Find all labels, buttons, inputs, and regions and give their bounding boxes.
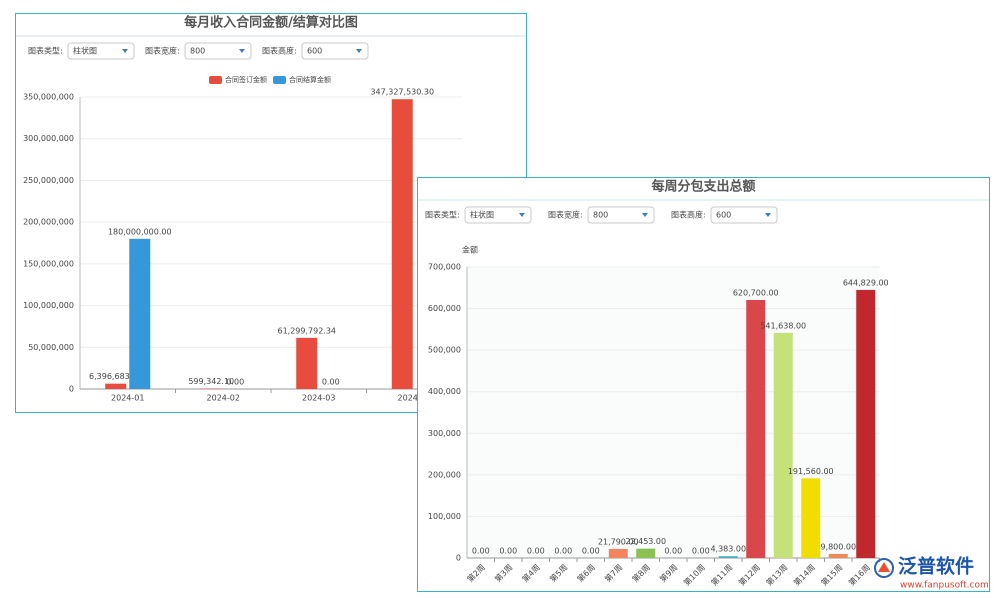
bar bbox=[391, 99, 413, 389]
watermark: 泛普软件 www.fanpusoft.com bbox=[874, 555, 989, 591]
watermark-brand: 泛普软件 bbox=[898, 555, 974, 578]
bar bbox=[773, 332, 793, 558]
select-arrow bbox=[122, 49, 128, 53]
x-tick-label: 2024-03 bbox=[302, 394, 335, 403]
control-label: 图表类型: bbox=[425, 210, 460, 220]
select-box[interactable] bbox=[710, 206, 778, 224]
data-label: 644,829.00 bbox=[843, 278, 889, 287]
data-label: 191,560.00 bbox=[788, 467, 834, 476]
bar bbox=[801, 478, 821, 558]
bar bbox=[746, 299, 766, 558]
bar bbox=[718, 556, 738, 558]
legend-swatch bbox=[273, 76, 286, 84]
watermark-logo bbox=[874, 558, 894, 578]
panel-border bbox=[417, 177, 990, 592]
select-value: 600 bbox=[307, 47, 322, 56]
select-box[interactable] bbox=[184, 42, 252, 60]
bar bbox=[608, 548, 628, 558]
control-label: 图表高度: bbox=[671, 210, 706, 220]
bar bbox=[129, 238, 151, 389]
control-label: 图表宽度: bbox=[548, 210, 583, 220]
y-tick-label: 400,000 bbox=[428, 387, 461, 396]
bar bbox=[828, 553, 848, 558]
bar bbox=[636, 548, 656, 558]
control-label: 图表高度: bbox=[262, 46, 297, 56]
select-arrow bbox=[239, 49, 245, 53]
select-box[interactable] bbox=[587, 206, 655, 224]
select-value: 柱状图 bbox=[470, 210, 494, 220]
data-label: 0.00 bbox=[322, 378, 340, 387]
data-label: 9,800.00 bbox=[820, 542, 856, 551]
select-arrow bbox=[519, 213, 525, 217]
data-label: 0.00 bbox=[664, 547, 682, 556]
watermark-logo-mark bbox=[878, 562, 890, 572]
y-tick-label: 600,000 bbox=[428, 304, 461, 313]
y-tick-label: 200,000,000 bbox=[23, 218, 74, 227]
select-box[interactable] bbox=[464, 206, 532, 224]
x-tick-label: 2024-04 bbox=[398, 394, 431, 403]
data-label: 0.00 bbox=[582, 547, 600, 556]
panel-title: 每周分包支出总额 bbox=[651, 179, 755, 195]
panel-title: 每月收入合同金额/结算对比图 bbox=[184, 15, 358, 31]
select-box[interactable] bbox=[67, 42, 135, 60]
watermark-url: www.fanpusoft.com bbox=[900, 581, 989, 591]
y-tick-label: 250,000,000 bbox=[23, 176, 74, 185]
select-arrow bbox=[765, 213, 771, 217]
data-label: 180,000,000.00 bbox=[108, 227, 172, 236]
data-label: 0.00 bbox=[527, 547, 545, 556]
x-tick-label: 2024-01 bbox=[111, 394, 144, 403]
data-label: 6,396,683.50 bbox=[89, 372, 142, 381]
y-tick-label: 200,000 bbox=[428, 470, 461, 479]
y-axis-title: 金额 bbox=[462, 245, 478, 255]
select-value: 800 bbox=[593, 211, 608, 220]
control-label: 图表宽度: bbox=[145, 46, 180, 56]
select-value: 柱状图 bbox=[73, 46, 97, 56]
data-label: 541,638.00 bbox=[760, 321, 806, 330]
y-tick-label: 500,000 bbox=[428, 346, 461, 355]
y-tick-label: 150,000,000 bbox=[23, 259, 74, 268]
data-label: 4,383.00 bbox=[710, 545, 746, 554]
data-label: 0.00 bbox=[499, 547, 517, 556]
bar bbox=[105, 383, 127, 389]
data-label: 620,700.00 bbox=[733, 288, 779, 297]
data-label: 22,453.00 bbox=[625, 537, 666, 546]
data-label: 0.00 bbox=[692, 547, 710, 556]
bar bbox=[856, 289, 876, 558]
data-label: 21,790.00 bbox=[598, 537, 639, 546]
y-tick-label: 100,000,000 bbox=[23, 301, 74, 310]
data-label: 599,342.10 bbox=[188, 377, 234, 386]
select-arrow bbox=[356, 49, 362, 53]
y-tick-label: 350,000,000 bbox=[23, 93, 74, 102]
legend-swatch bbox=[209, 76, 222, 84]
legend-label: 合同结算金额 bbox=[289, 75, 331, 84]
data-label: 0.00 bbox=[472, 547, 490, 556]
control-label: 图表类型: bbox=[28, 46, 63, 56]
data-label: 0.00 bbox=[554, 547, 572, 556]
y-tick-label: 700,000 bbox=[428, 263, 461, 272]
y-tick-label: 50,000,000 bbox=[28, 343, 74, 352]
y-tick-label: 0 bbox=[69, 385, 74, 394]
y-tick-label: 0 bbox=[456, 554, 461, 563]
x-tick-label: 2024-02 bbox=[207, 394, 240, 403]
y-tick-label: 300,000 bbox=[428, 429, 461, 438]
y-tick-label: 300,000,000 bbox=[23, 134, 74, 143]
bar bbox=[296, 337, 318, 389]
select-box[interactable] bbox=[301, 42, 369, 60]
select-value: 600 bbox=[716, 211, 731, 220]
select-arrow bbox=[642, 213, 648, 217]
bar bbox=[200, 388, 222, 389]
data-label: 0.00 bbox=[226, 378, 244, 387]
y-tick-label: 100,000 bbox=[428, 512, 461, 521]
data-label: 347,327,530.30 bbox=[370, 88, 434, 97]
legend-label: 合同签订金额 bbox=[225, 75, 267, 84]
data-label: 61,299,792.34 bbox=[277, 326, 336, 335]
select-value: 800 bbox=[190, 47, 205, 56]
